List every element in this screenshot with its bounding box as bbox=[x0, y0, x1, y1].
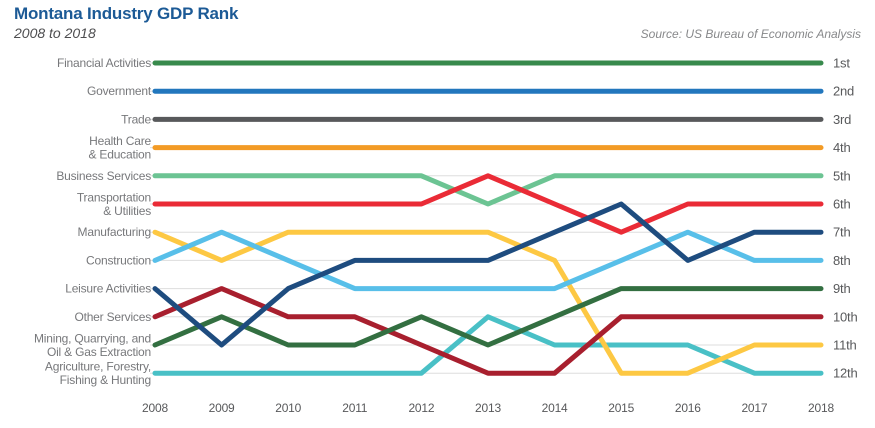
year-label-2014: 2014 bbox=[542, 401, 568, 415]
year-label-2008: 2008 bbox=[142, 401, 168, 415]
year-label-2016: 2016 bbox=[675, 401, 701, 415]
year-label-2012: 2012 bbox=[408, 401, 434, 415]
year-label-2017: 2017 bbox=[741, 401, 767, 415]
series-line-agriculture-forestry-fishing-hunting bbox=[152, 314, 824, 376]
rank-label-6th: 6th bbox=[833, 197, 850, 212]
rank-label-3rd: 3rd bbox=[833, 112, 851, 127]
industry-label-construction: Construction bbox=[86, 253, 151, 267]
year-label-2010: 2010 bbox=[275, 401, 301, 415]
industry-label-other-services: Other Services bbox=[74, 310, 151, 324]
industry-label-mining-quarrying-and-oil-gas-extraction: Mining, Quarrying, and Oil & Gas Extracti… bbox=[34, 331, 151, 359]
series-line-business-services bbox=[152, 173, 824, 207]
industry-label-health-care-education: Health Care & Education bbox=[88, 134, 151, 162]
year-label-2011: 2011 bbox=[342, 401, 368, 415]
industry-label-trade: Trade bbox=[121, 112, 151, 126]
rank-label-9th: 9th bbox=[833, 281, 850, 296]
rank-label-2nd: 2nd bbox=[833, 84, 854, 99]
industry-label-government: Government bbox=[87, 84, 152, 98]
rank-label-7th: 7th bbox=[833, 225, 850, 240]
rank-label-5th: 5th bbox=[833, 168, 850, 183]
year-label-2009: 2009 bbox=[209, 401, 235, 415]
industry-label-leisure-activities: Leisure Activities bbox=[65, 282, 151, 296]
chart-subtitle: 2008 to 2018 bbox=[14, 25, 96, 41]
series-line-mining-quarrying-and-oil-gas-extraction bbox=[152, 286, 824, 348]
rank-label-10th: 10th bbox=[833, 309, 858, 324]
rank-label-12th: 12th bbox=[833, 366, 858, 381]
industry-label-transportation-utilities: Transportation & Utilities bbox=[77, 190, 151, 218]
year-label-2013: 2013 bbox=[475, 401, 501, 415]
industry-label-financial-activities: Financial Activities bbox=[57, 56, 151, 70]
rank-label-11th: 11th bbox=[833, 338, 857, 353]
series-line-transportation-utilities bbox=[152, 173, 824, 235]
rank-label-8th: 8th bbox=[833, 253, 850, 268]
industry-label-manufacturing: Manufacturing bbox=[78, 225, 151, 239]
series-line-construction bbox=[152, 229, 824, 292]
series-line-leisure-activities bbox=[152, 201, 824, 348]
industry-label-agriculture-forestry-fishing-hunting: Agriculture, Forestry, Fishing & Hunting bbox=[45, 359, 151, 387]
industry-label-business-services: Business Services bbox=[56, 169, 151, 183]
rank-label-1st: 1st bbox=[833, 56, 850, 71]
year-label-2018: 2018 bbox=[808, 401, 834, 415]
series-line-manufacturing bbox=[152, 229, 824, 376]
year-label-2015: 2015 bbox=[608, 401, 634, 415]
rank-label-4th: 4th bbox=[833, 140, 850, 155]
source-note: Source: US Bureau of Economic Analysis bbox=[640, 27, 861, 41]
chart-title: Montana Industry GDP Rank bbox=[14, 4, 239, 23]
